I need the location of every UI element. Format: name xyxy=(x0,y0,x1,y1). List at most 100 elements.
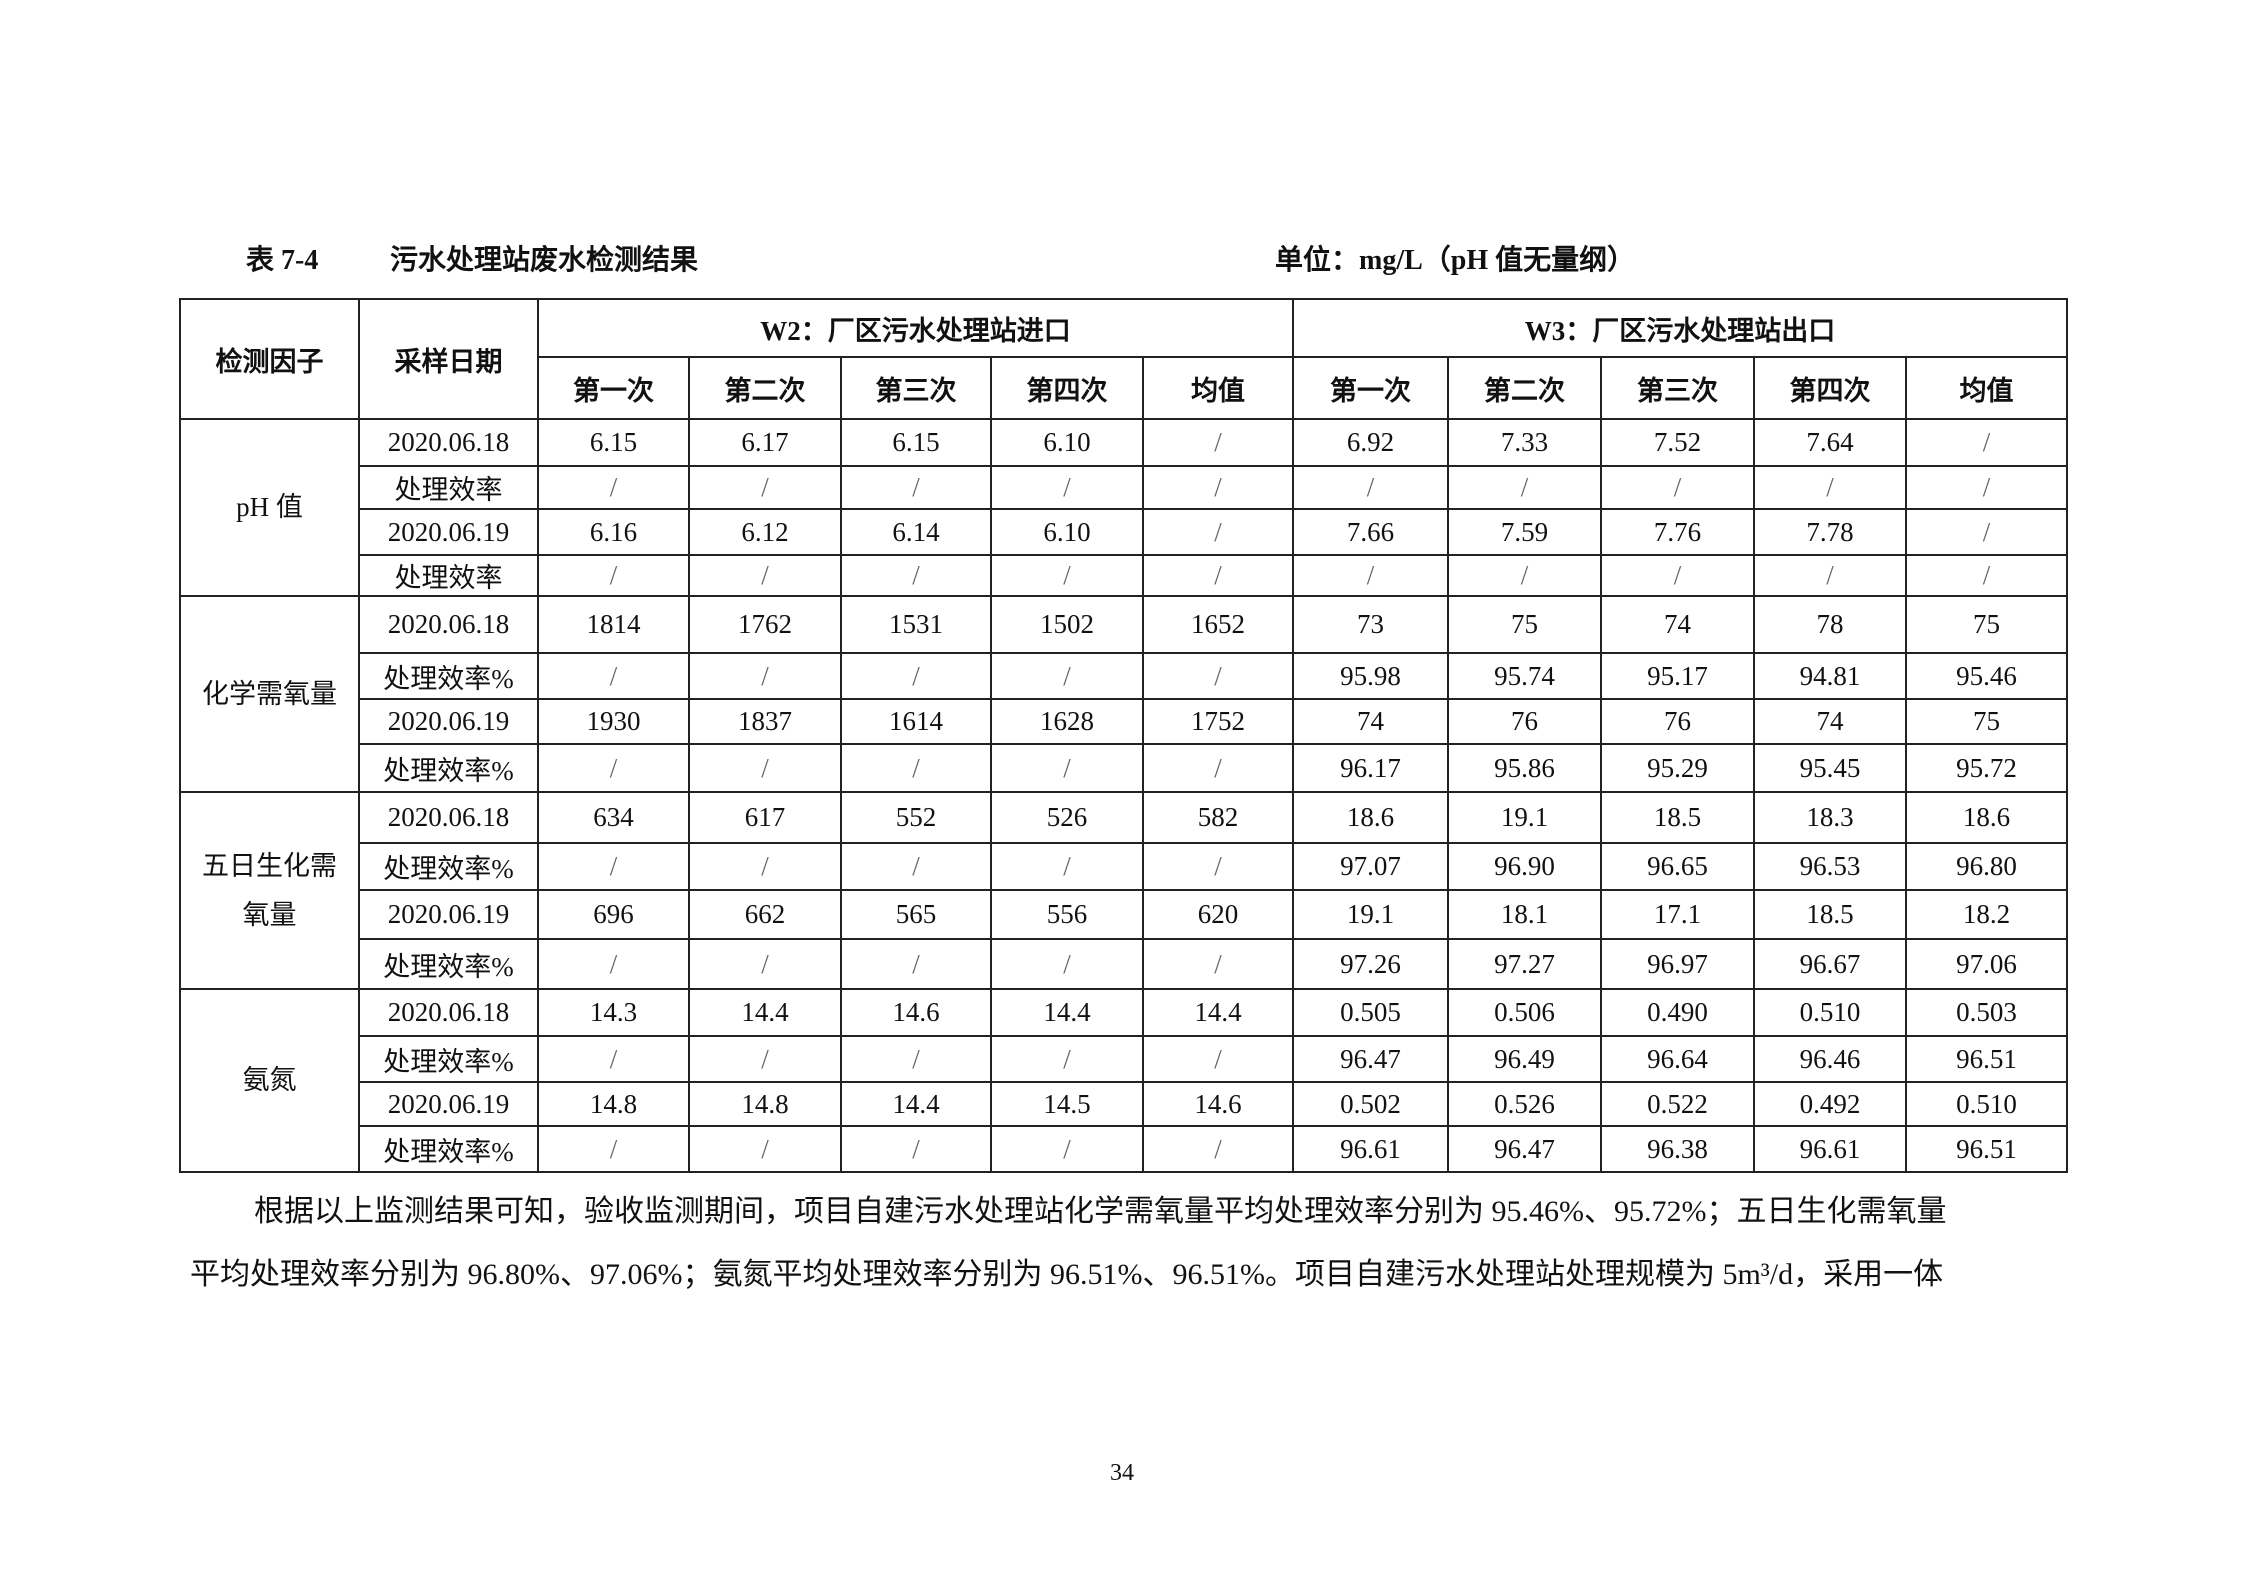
value-cell: / xyxy=(688,1035,842,1083)
value-cell: / xyxy=(537,1125,690,1173)
value-cell: 96.46 xyxy=(1753,1035,1907,1083)
table-title: 污水处理站废水检测结果 xyxy=(390,245,699,276)
value-cell: 95.45 xyxy=(1753,743,1907,793)
subheader-cell: 第二次 xyxy=(688,356,842,420)
value-cell: 73 xyxy=(1292,595,1449,654)
value-cell: / xyxy=(1142,465,1294,510)
value-cell: 95.29 xyxy=(1600,743,1755,793)
table-row: 2020.06.19 1930 1837 1614 1628 1752 74 76 76 74 75 xyxy=(180,698,2068,745)
value-cell: / xyxy=(840,938,992,990)
row-label: 2020.06.18 xyxy=(358,595,539,654)
subheader-cell: 第一次 xyxy=(537,356,690,420)
value-cell: / xyxy=(537,652,690,700)
table-row: 2020.06.19 696 662 565 556 620 19.1 18.1 17.1 18.… xyxy=(180,889,2068,940)
value-cell: / xyxy=(1753,465,1907,510)
row-label: 处理效率% xyxy=(358,652,539,700)
table-row: 处理效率 / / / / / / / / / / xyxy=(180,465,2068,510)
value-cell: 0.506 xyxy=(1447,988,1602,1037)
factor-cell: pH 值 xyxy=(179,418,360,597)
value-cell: / xyxy=(990,842,1144,891)
value-cell: / xyxy=(990,652,1144,700)
subheader-cell: 第一次 xyxy=(1292,356,1449,420)
row-label: 2020.06.19 xyxy=(358,698,539,745)
table-row: 处理效率% / / / //95.98 95.74 95.17 94.81 95.46 xyxy=(180,652,2068,700)
value-cell: / xyxy=(688,743,842,793)
value-cell: 96.97 xyxy=(1600,938,1755,990)
value-cell: 1531 xyxy=(840,595,992,654)
value-cell: / xyxy=(537,842,690,891)
value-cell: 0.490 xyxy=(1600,988,1755,1037)
factor-cell: 氨氮 xyxy=(179,988,360,1173)
table-row: 处理效率% / / / //96.47 96.49 96.64 96.46 96.51 xyxy=(180,1035,2068,1083)
row-label: 2020.06.18 xyxy=(358,791,539,844)
value-cell: / xyxy=(1905,418,2068,467)
table-unit: 单位：mg/L（pH 值无量纲） xyxy=(1275,245,1636,276)
value-cell: 96.53 xyxy=(1753,842,1907,891)
value-cell: / xyxy=(688,842,842,891)
value-cell: / xyxy=(990,1035,1144,1083)
value-cell: 94.81 xyxy=(1753,652,1907,700)
value-cell: 1614 xyxy=(840,698,992,745)
value-cell: / xyxy=(1753,554,1907,597)
table-row: 处理效率 / / / / / / / / / / xyxy=(180,554,2068,597)
value-cell: 74 xyxy=(1292,698,1449,745)
value-cell: / xyxy=(1142,743,1294,793)
value-cell: 75 xyxy=(1905,698,2068,745)
value-cell: 0.503 xyxy=(1905,988,2068,1037)
value-cell: / xyxy=(1292,465,1449,510)
paragraph-line: 根据以上监测结果可知，验收监测期间，项目自建污水处理站化学需氧量平均处理效率分别… xyxy=(254,1195,1947,1228)
value-cell: 7.78 xyxy=(1753,508,1907,556)
paragraph-line: 平均处理效率分别为 96.80%、97.06%；氨氮平均处理效率分别为 96.5… xyxy=(190,1258,1944,1291)
value-cell: / xyxy=(840,842,992,891)
page-number: 34 xyxy=(1110,1460,1134,1486)
value-cell: 0.505 xyxy=(1292,988,1449,1037)
subheader-cell: 第四次 xyxy=(1753,356,1907,420)
value-cell: 6.16 xyxy=(537,508,690,556)
value-cell: / xyxy=(1292,554,1449,597)
value-cell: 75 xyxy=(1905,595,2068,654)
value-cell: / xyxy=(1600,554,1755,597)
results-table: 检测因子 采样日期 W2：厂区污水处理站进口 W3：厂区污水处理站出口 第一次第… xyxy=(179,298,2068,1173)
value-cell: 19.1 xyxy=(1292,889,1449,940)
value-cell: 1814 xyxy=(537,595,690,654)
table-row: 2020.06.19 14.8 14.8 14.4 14.5 14.6 0.502 0.526… xyxy=(180,1081,2068,1127)
value-cell: 1628 xyxy=(990,698,1144,745)
value-cell: 6.14 xyxy=(840,508,992,556)
factor-cell: 化学需氧量 xyxy=(179,595,360,793)
value-cell: 617 xyxy=(688,791,842,844)
value-cell: 96.51 xyxy=(1905,1125,2068,1173)
value-cell: 95.74 xyxy=(1447,652,1602,700)
table-row: 处理效率% / / / //97.26 97.27 96.97 96.67 97.06 xyxy=(180,938,2068,990)
value-cell: 96.51 xyxy=(1905,1035,2068,1083)
value-cell: 7.33 xyxy=(1447,418,1602,467)
value-cell: 14.6 xyxy=(1142,1081,1294,1127)
value-cell: / xyxy=(1142,842,1294,891)
value-cell: 97.26 xyxy=(1292,938,1449,990)
value-cell: / xyxy=(1142,938,1294,990)
value-cell: / xyxy=(688,652,842,700)
value-cell: 96.17 xyxy=(1292,743,1449,793)
value-cell: 18.2 xyxy=(1905,889,2068,940)
value-cell: 6.10 xyxy=(990,418,1144,467)
value-cell: 95.98 xyxy=(1292,652,1449,700)
value-cell: 97.27 xyxy=(1447,938,1602,990)
value-cell: 96.80 xyxy=(1905,842,2068,891)
row-label: 2020.06.18 xyxy=(358,418,539,467)
value-cell: 6.10 xyxy=(990,508,1144,556)
value-cell: / xyxy=(990,743,1144,793)
value-cell: 14.5 xyxy=(990,1081,1144,1127)
value-cell: / xyxy=(1142,1035,1294,1083)
value-cell: 14.6 xyxy=(840,988,992,1037)
value-cell: 6.15 xyxy=(537,418,690,467)
table-row: 2020.06.19 6.16 6.12 6.14 6.10/7.66 7.59 7.76 7… xyxy=(180,508,2068,556)
factor-cell: 五日生化需氧量 xyxy=(179,791,360,990)
value-cell: 74 xyxy=(1600,595,1755,654)
value-cell: / xyxy=(1142,418,1294,467)
value-cell: 96.90 xyxy=(1447,842,1602,891)
value-cell: 1837 xyxy=(688,698,842,745)
value-cell: / xyxy=(537,743,690,793)
value-cell: 1502 xyxy=(990,595,1144,654)
header-inlet: W2：厂区污水处理站进口 xyxy=(537,298,1294,358)
value-cell: 6.17 xyxy=(688,418,842,467)
value-cell: / xyxy=(1142,652,1294,700)
